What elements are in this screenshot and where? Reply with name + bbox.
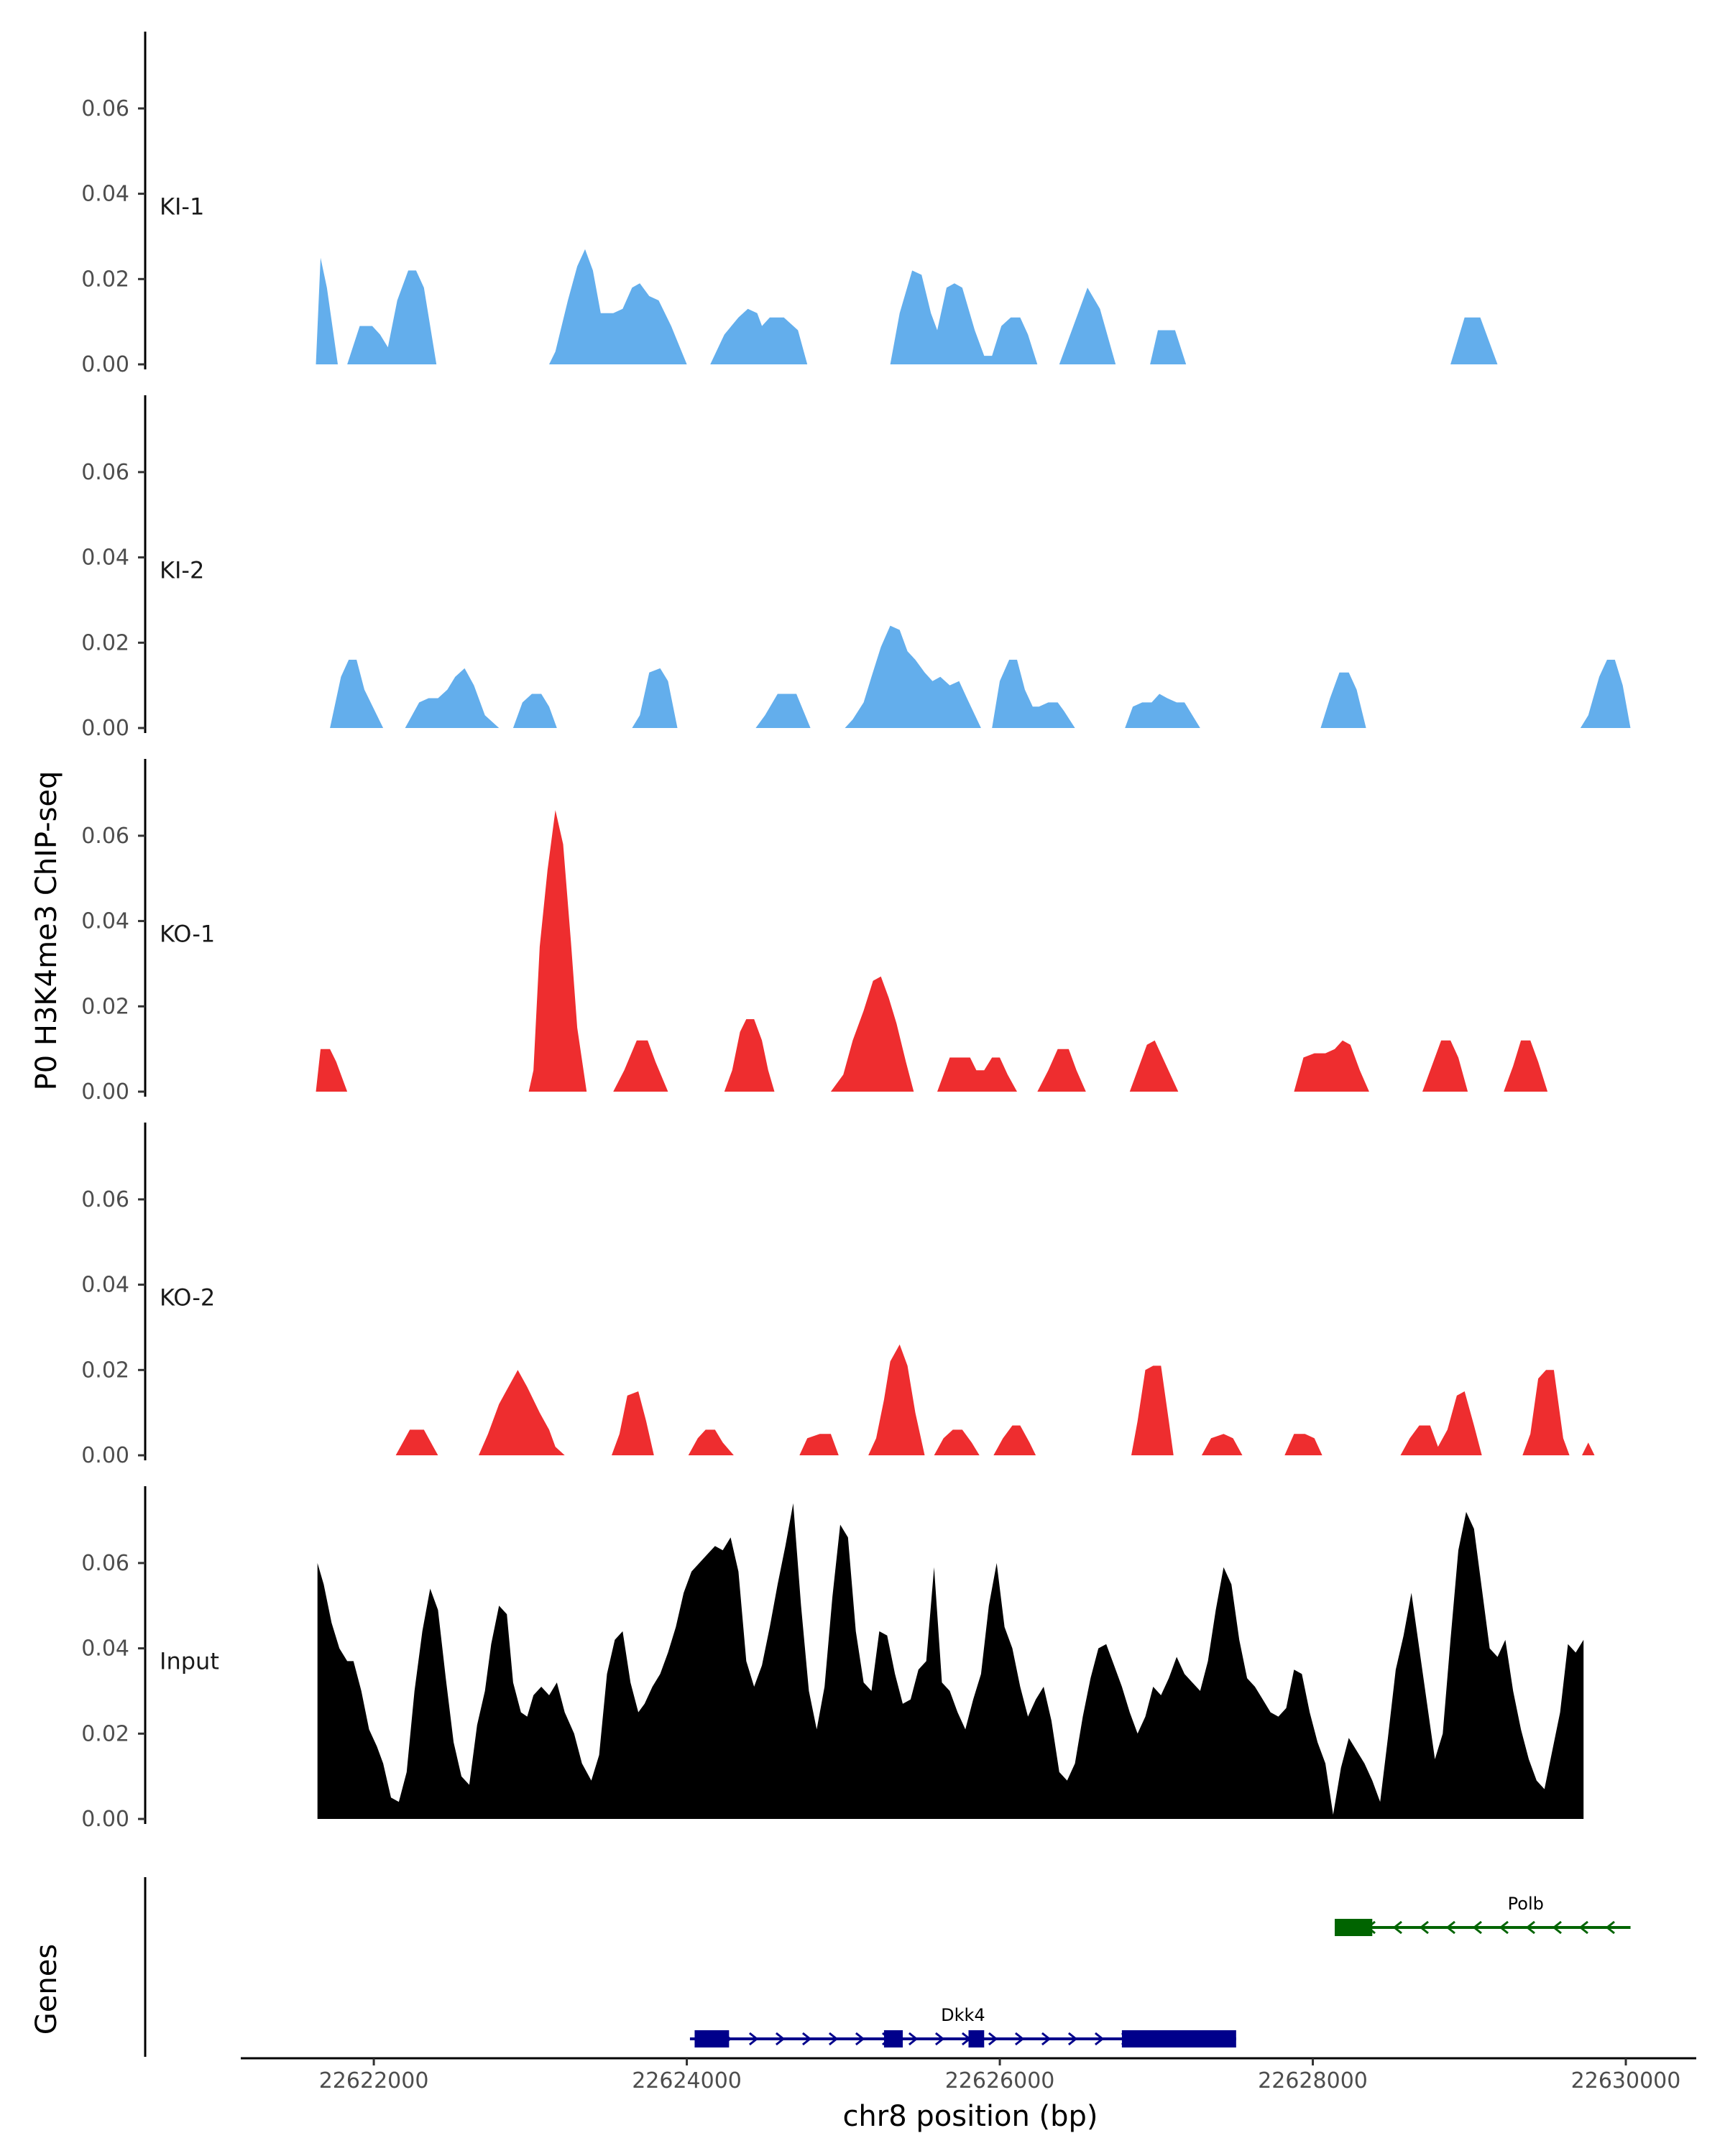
y-tick-label: 0.02 [81, 1358, 129, 1383]
track-ki-1: 0.00 0.02 0.04 0.06 KI-1 [81, 32, 1498, 377]
x-axis-title: chr8 position (bp) [842, 2100, 1098, 2133]
signal-area-ki-1 [316, 249, 1498, 364]
signal-area-ki-2 [330, 625, 1631, 728]
x-tick-label: 22626000 [945, 2068, 1055, 2093]
strand-arrow [934, 2032, 945, 2046]
y-tick-label: 0.04 [81, 909, 129, 934]
strand-arrow [1419, 1920, 1429, 1935]
genes-axis-title: Genes [30, 1944, 63, 2035]
x-tick-label: 22622000 [319, 2068, 429, 2093]
y-tick-label: 0.06 [81, 1187, 129, 1212]
strand-arrow [1445, 1920, 1455, 1935]
track-ko-1: 0.00 0.02 0.04 0.06 KO-1 [81, 759, 1548, 1105]
strand-arrow [988, 2032, 998, 2046]
strand-arrow [1014, 2032, 1025, 2046]
strand-arrow [801, 2032, 812, 2046]
track-input: 0.00 0.02 0.04 0.06 Input [81, 1486, 1584, 1832]
track-label: KO-2 [160, 1284, 215, 1311]
strand-arrow [1605, 1920, 1615, 1935]
signal-area-ko-2 [395, 1344, 1595, 1455]
y-tick-label: 0.06 [81, 824, 129, 849]
genes-panel: Dkk4 Polb [144, 1877, 1631, 2057]
track-ko-2: 0.00 0.02 0.04 0.06 KO-2 [81, 1123, 1595, 1468]
y-tick-label: 0.02 [81, 1721, 129, 1746]
y-tick-label: 0.00 [81, 1807, 129, 1832]
y-tick-label: 0.02 [81, 630, 129, 655]
gene-label: Dkk4 [941, 2005, 985, 2025]
strand-arrow [775, 2032, 786, 2046]
gene-polb: Polb [1335, 1894, 1631, 1936]
y-tick-label: 0.04 [81, 1636, 129, 1662]
y-tick-label: 0.02 [81, 994, 129, 1019]
x-tick-label: 22630000 [1571, 2068, 1681, 2093]
y-tick-label: 0.04 [81, 545, 129, 571]
strand-arrow [1041, 2032, 1052, 2046]
gene-exon [968, 2030, 985, 2047]
gene-exon [694, 2030, 730, 2047]
signal-area-ko-1 [316, 810, 1548, 1092]
strand-arrow [1094, 2032, 1105, 2046]
gene-exon [1121, 2030, 1236, 2047]
gene-exon [1335, 1919, 1373, 1936]
strand-arrow [1552, 1920, 1562, 1935]
track-ki-2: 0.00 0.02 0.04 0.06 KI-2 [81, 395, 1631, 741]
y-tick-label: 0.04 [81, 182, 129, 207]
x-tick-label: 22628000 [1258, 2068, 1368, 2093]
gene-label: Polb [1508, 1894, 1544, 1914]
y-axis-title: P0 H3K4me3 ChIP-seq [30, 771, 63, 1091]
strand-arrow [1525, 1920, 1535, 1935]
y-tick-label: 0.04 [81, 1273, 129, 1298]
y-tick-label: 0.06 [81, 1551, 129, 1576]
track-label: KO-1 [160, 920, 215, 947]
track-label: KI-2 [160, 556, 204, 584]
x-axis: 22622000 22624000 22626000 22628000 22630000 [241, 2057, 1696, 2093]
strand-arrow [748, 2032, 759, 2046]
track-label: KI-1 [160, 193, 204, 220]
y-tick-label: 0.06 [81, 460, 129, 485]
tracks-layer: 0.00 0.02 0.04 0.06 KI-1 0.00 0.02 0.04 0.06 KI-2… [81, 32, 1631, 1832]
y-tick-label: 0.06 [81, 96, 129, 121]
gene-exon [883, 2030, 903, 2047]
strand-arrow [908, 2032, 919, 2046]
strand-arrow [828, 2032, 839, 2046]
strand-arrow [1472, 1920, 1482, 1935]
track-label: Input [160, 1647, 219, 1674]
x-tick-label: 22624000 [632, 2068, 742, 2093]
strand-arrow [855, 2032, 865, 2046]
y-tick-label: 0.00 [81, 352, 129, 377]
gene-dkk4: Dkk4 [689, 2005, 1236, 2047]
strand-arrow [1578, 1920, 1588, 1935]
y-tick-label: 0.00 [81, 716, 129, 741]
strand-arrow [1392, 1920, 1402, 1935]
y-tick-label: 0.02 [81, 267, 129, 292]
strand-arrow [1067, 2032, 1078, 2046]
signal-area-input [317, 1503, 1584, 1819]
y-tick-label: 0.00 [81, 1079, 129, 1105]
strand-arrow [1499, 1920, 1509, 1935]
y-tick-label: 0.00 [81, 1443, 129, 1468]
